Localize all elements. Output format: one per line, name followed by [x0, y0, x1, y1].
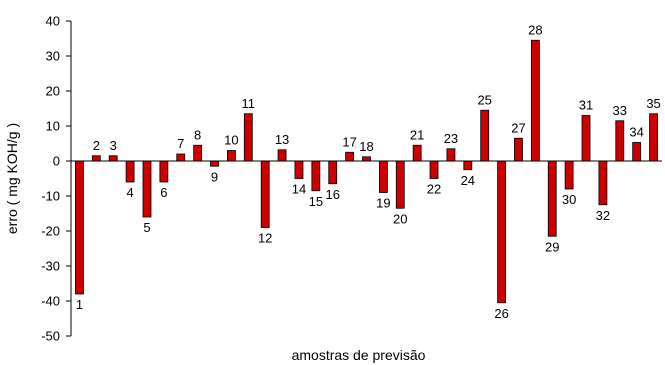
data-label-28: 28	[528, 22, 542, 37]
data-label-9: 9	[211, 169, 218, 184]
y-tick-label: 10	[46, 119, 60, 134]
bar-sample-19	[378, 160, 388, 193]
bar-sample-2	[91, 155, 101, 162]
y-tick-label: -50	[41, 329, 60, 344]
data-label-11: 11	[242, 96, 256, 111]
data-label-18: 18	[359, 139, 373, 154]
bar-sample-21	[412, 144, 422, 162]
bar-sample-27	[514, 137, 523, 162]
data-label-34: 34	[629, 124, 643, 139]
data-label-16: 16	[325, 187, 339, 202]
y-tick-label: -40	[41, 294, 60, 309]
data-label-35: 35	[646, 96, 660, 111]
bar-sample-23	[446, 148, 456, 162]
y-tick-label: 30	[46, 49, 60, 64]
bar-sample-10	[227, 150, 236, 162]
data-label-3: 3	[110, 138, 117, 153]
y-tick-label: 20	[46, 84, 60, 99]
data-label-32: 32	[596, 208, 610, 223]
data-label-6: 6	[160, 185, 167, 200]
data-label-15: 15	[309, 194, 323, 209]
bar-sample-24	[463, 160, 473, 171]
data-label-30: 30	[562, 192, 576, 207]
y-tick-label: -30	[41, 259, 60, 274]
x-axis-title: amostras de previsão	[292, 347, 426, 363]
data-label-2: 2	[93, 138, 100, 153]
bar-sample-31	[581, 115, 591, 162]
y-tick-label: -10	[41, 189, 60, 204]
bar-sample-3	[108, 155, 118, 162]
data-label-7: 7	[177, 136, 184, 151]
bar-sample-20	[395, 160, 405, 209]
data-label-13: 13	[275, 132, 289, 147]
data-label-10: 10	[224, 133, 238, 148]
bar-series	[75, 39, 658, 304]
data-label-5: 5	[143, 220, 150, 235]
bar-sample-1	[75, 160, 84, 295]
bar-sample-13	[277, 149, 287, 162]
bar-sample-12	[260, 160, 270, 228]
bar-sample-30	[564, 160, 574, 190]
bar-sample-7	[176, 153, 186, 162]
bar-sample-9	[210, 160, 219, 167]
bar-sample-26	[497, 160, 506, 304]
y-tick-label: 0	[53, 154, 60, 169]
bar-sample-35	[649, 113, 658, 162]
data-label-12: 12	[258, 231, 272, 246]
data-label-31: 31	[579, 98, 593, 113]
bar-sample-15	[311, 160, 321, 192]
data-label-24: 24	[461, 173, 475, 188]
bar-sample-32	[598, 160, 608, 206]
data-label-4: 4	[126, 185, 133, 200]
bar-sample-18	[362, 156, 371, 162]
data-label-25: 25	[477, 92, 491, 107]
bar-sample-5	[142, 160, 152, 218]
data-label-19: 19	[376, 196, 390, 211]
bar-sample-25	[480, 109, 490, 162]
bar-sample-34	[632, 142, 642, 162]
bar-sample-8	[193, 144, 203, 162]
y-tick-label: 40	[46, 14, 60, 29]
bar-sample-17	[345, 151, 355, 162]
y-axis-title: erro ( mg KOH/g )	[4, 123, 20, 234]
data-label-8: 8	[194, 127, 201, 142]
bar-sample-11	[243, 113, 253, 162]
data-label-26: 26	[494, 306, 508, 321]
bar-sample-29	[547, 160, 557, 237]
data-label-21: 21	[410, 127, 424, 142]
data-label-17: 17	[342, 134, 356, 149]
bar-sample-22	[429, 160, 439, 179]
y-tick-label: -20	[41, 224, 60, 239]
bar-sample-6	[159, 160, 169, 183]
bar-sample-33	[615, 120, 625, 162]
y-axis-ticks: 40 30 20 10 0 -10 -20 -30 -40 -50	[41, 14, 71, 344]
data-label-29: 29	[545, 239, 559, 254]
bar-sample-16	[328, 160, 338, 185]
data-label-20: 20	[393, 211, 407, 226]
data-label-33: 33	[613, 103, 627, 118]
bar-sample-14	[294, 160, 304, 179]
data-label-14: 14	[292, 182, 306, 197]
bar-sample-28	[530, 39, 540, 162]
data-label-22: 22	[427, 182, 441, 197]
data-label-27: 27	[511, 120, 525, 135]
bar-sample-4	[125, 160, 135, 183]
data-label-23: 23	[444, 131, 458, 146]
data-label-1: 1	[76, 297, 83, 312]
